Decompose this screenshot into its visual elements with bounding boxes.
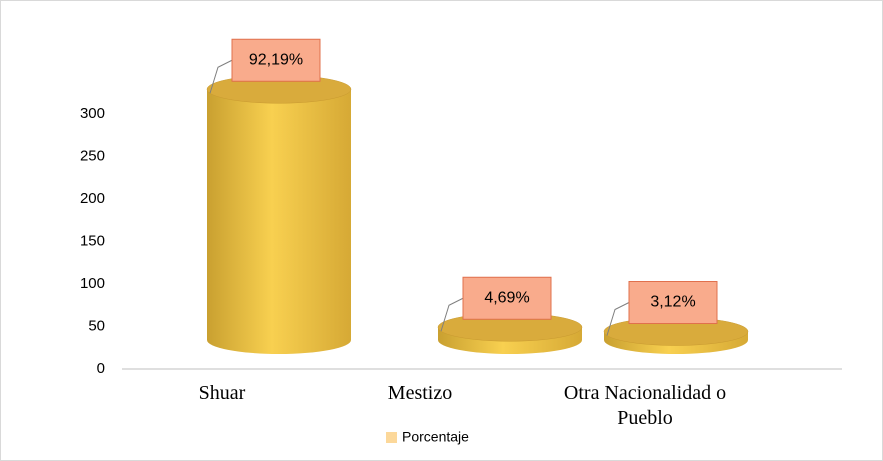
data-label: 3,12% xyxy=(650,294,695,311)
data-label-box xyxy=(628,281,718,324)
y-tick-label: 250 xyxy=(80,147,105,164)
y-tick-label: 50 xyxy=(88,317,105,334)
y-tick-label: 200 xyxy=(80,190,105,207)
x-tick-label: Shuar xyxy=(198,382,246,404)
legend-label: Porcentaje xyxy=(402,429,469,445)
leader-line xyxy=(606,302,630,336)
leader-line xyxy=(209,59,233,94)
data-label-box xyxy=(231,38,321,82)
data-label: 92,19% xyxy=(249,51,303,68)
data-label: 4,69% xyxy=(484,289,529,306)
leader-line xyxy=(440,297,464,332)
bar xyxy=(207,89,351,354)
data-label-box xyxy=(462,276,552,320)
x-tick-label: Mestizo xyxy=(387,382,453,404)
y-tick-label: 300 xyxy=(80,105,105,122)
y-tick-label: 0 xyxy=(97,360,105,377)
legend-swatch xyxy=(386,432,397,443)
y-tick-label: 100 xyxy=(80,275,105,292)
x-tick-label: Otra Nacionalidad o Pueblo xyxy=(563,382,727,429)
y-tick-label: 150 xyxy=(80,232,105,249)
